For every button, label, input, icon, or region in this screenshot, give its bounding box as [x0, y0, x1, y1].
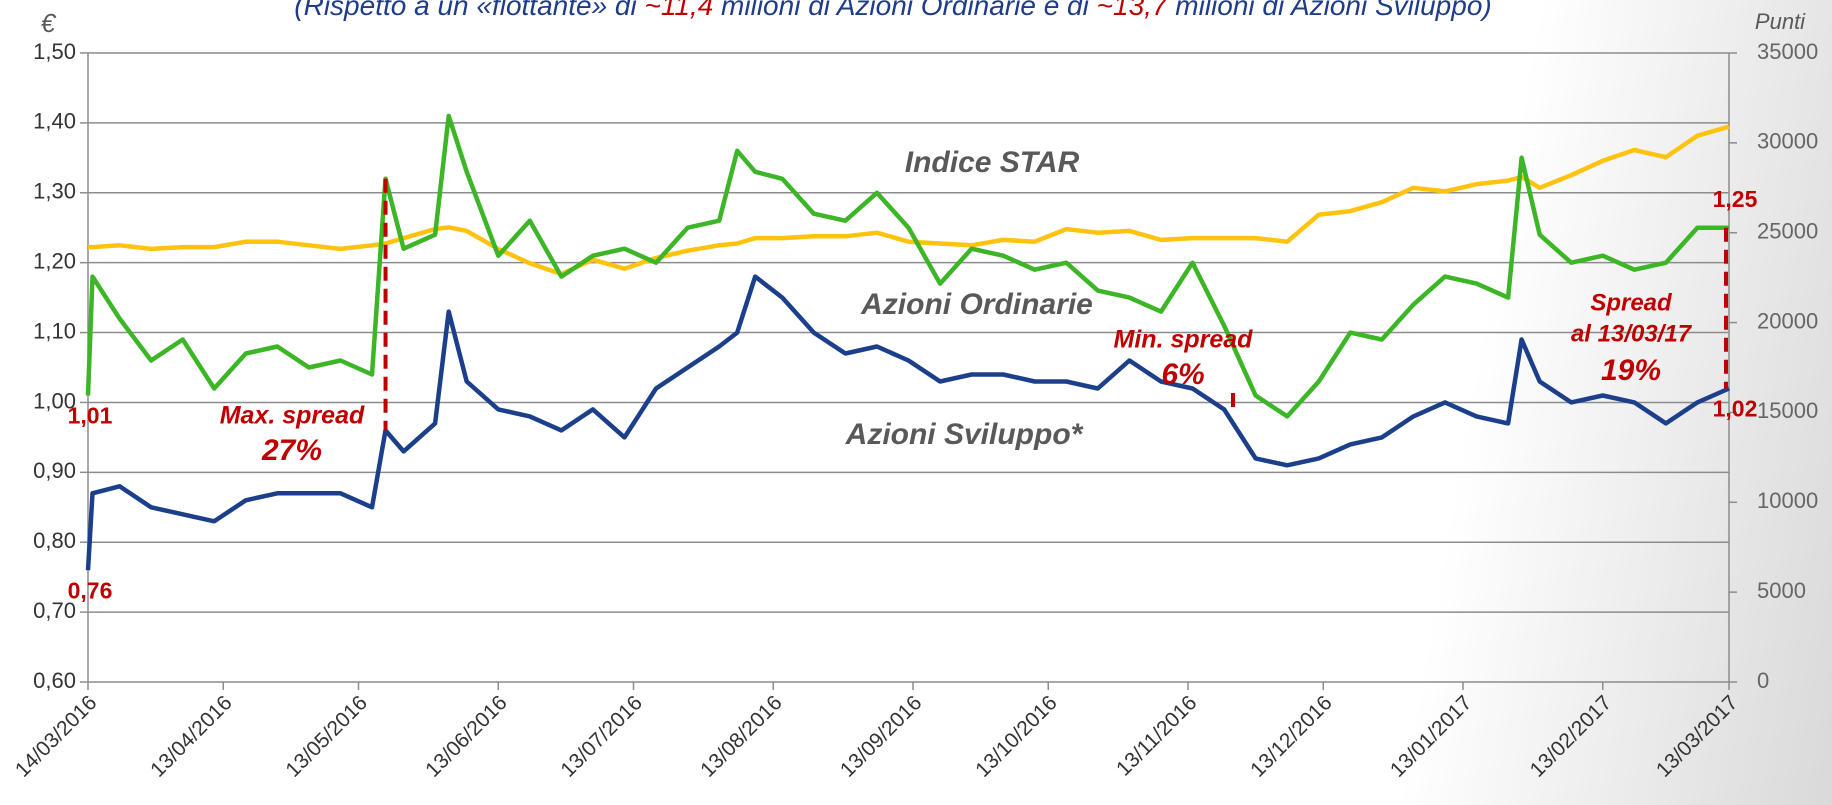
title-part: ~13,7 — [1097, 0, 1169, 21]
annotation: Max. spread — [220, 402, 365, 430]
value-label: 0,76 — [68, 577, 113, 603]
annotation: 19% — [1601, 354, 1661, 387]
annotation: Spread — [1590, 289, 1673, 316]
title-part: (Rispetto a un «flottante» di — [294, 0, 644, 21]
x-tick-label: 13/07/2016 — [556, 691, 647, 782]
title-part: ~11,4 — [645, 0, 714, 21]
x-tick-label: 13/08/2016 — [696, 691, 787, 782]
x-tick-label: 13/09/2016 — [836, 691, 927, 782]
y-tick-label: 1,30 — [33, 179, 76, 204]
x-tick-label: 13/04/2016 — [146, 691, 237, 782]
value-label: 1,25 — [1713, 186, 1758, 212]
annotation: 6% — [1161, 358, 1204, 391]
x-tick-label: 13/05/2016 — [281, 691, 372, 782]
x-tick-label: 13/02/2017 — [1526, 691, 1617, 782]
annotation: al 13/03/17 — [1571, 320, 1693, 347]
series-label: Indice STAR — [905, 146, 1080, 179]
line-series — [85, 274, 1730, 571]
line-series — [85, 113, 1729, 419]
y2-tick-label: 25000 — [1757, 219, 1818, 244]
value-label: 1,01 — [68, 403, 113, 429]
y-tick-label: 0,60 — [33, 668, 76, 693]
value-label: 1,02 — [1713, 396, 1758, 422]
y2-tick-label: 15000 — [1757, 398, 1818, 423]
x-tick-label: 13/06/2016 — [421, 691, 512, 782]
annotation: Min. spread — [1114, 326, 1254, 354]
x-tick-label: 13/11/2016 — [1112, 691, 1201, 780]
y-tick-label: 0,90 — [33, 458, 76, 483]
y2-tick-label: 10000 — [1757, 488, 1818, 513]
x-tick-label: 13/01/2017 — [1386, 691, 1477, 782]
y-tick-label: 1,10 — [33, 318, 76, 343]
x-tick-label: 13/12/2016 — [1246, 691, 1337, 782]
title-part: milioni di Azioni Sviluppo) — [1168, 0, 1492, 21]
chart-title: (Rispetto a un «flottante» di ~11,4 mili… — [294, 0, 1491, 21]
y-tick-label: 0,70 — [33, 598, 76, 623]
y2-tick-label: 5000 — [1757, 578, 1806, 603]
y2-tick-label: 20000 — [1757, 308, 1818, 333]
x-tick-label: 13/03/2017 — [1652, 691, 1743, 782]
y-tick-label: 1,00 — [33, 388, 76, 413]
x-tick-label: 14/03/2016 — [11, 691, 102, 782]
line-series — [88, 124, 1730, 277]
y2-tick-label: 0 — [1757, 668, 1769, 693]
y-axis-label: € — [41, 8, 57, 38]
y2-axis-label: Punti — [1755, 9, 1806, 34]
y-tick-label: 1,40 — [33, 109, 76, 134]
y-tick-label: 1,50 — [33, 39, 76, 64]
y2-tick-label: 30000 — [1757, 129, 1818, 154]
x-tick-label: 13/10/2016 — [971, 691, 1062, 782]
y-tick-label: 0,80 — [33, 528, 76, 553]
title-part: milioni di Azioni Ordinarie e di — [713, 0, 1096, 21]
y-tick-label: 1,20 — [33, 248, 76, 273]
y2-tick-label: 35000 — [1757, 39, 1818, 64]
annotation: 27% — [261, 434, 322, 467]
series-label: Azioni Ordinarie — [860, 288, 1093, 321]
series-label: Azioni Sviluppo* — [845, 418, 1084, 451]
